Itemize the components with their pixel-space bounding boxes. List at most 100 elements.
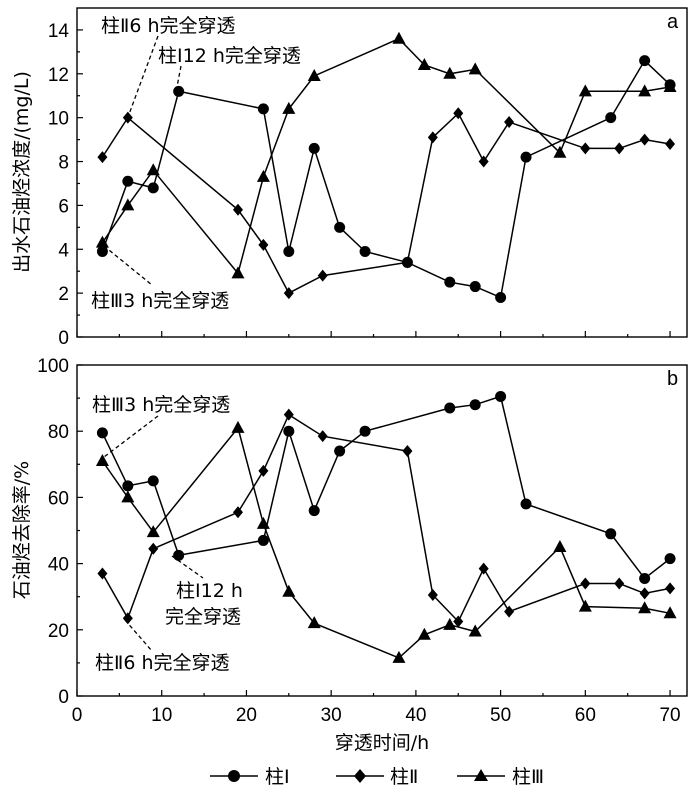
panel-b: b 石油烃去除率/% 穿透时间/h 0 20 40 60 80 100 0 10 20 30 40 5… [11, 356, 688, 754]
panel-b-point-diamond [580, 577, 591, 590]
legend-label-col3: 柱Ⅲ [512, 766, 544, 788]
panel-a-point-circle [605, 112, 617, 124]
panel-b-series [95, 390, 677, 663]
panel-a-point-triangle [663, 79, 677, 92]
panel-b-series-line-2 [101, 413, 671, 623]
panel-b-ytick-label: 0 [58, 687, 69, 708]
panel-a-series-line-3 [101, 37, 671, 276]
panel-a-point-triangle [146, 163, 160, 176]
panel-b-ytick-label: 40 [48, 555, 69, 576]
panel-b-point-triangle [553, 540, 567, 553]
panel-b-xtick-label: 20 [236, 705, 257, 726]
legend-marker-diamond [354, 769, 366, 783]
panel-a-point-triangle [282, 101, 296, 114]
panel-a-point-triangle [578, 84, 592, 97]
panel-b-point-triangle [256, 516, 270, 529]
panel-b-ytick-label: 20 [48, 621, 69, 642]
panel-b-ytick-label: 80 [48, 422, 69, 443]
panel-b-point-circle [605, 528, 617, 540]
panel-a-point-triangle [638, 84, 652, 97]
panel-b-annotation-col1-line1: 柱Ⅰ12 h [176, 580, 243, 602]
panel-a-point-diamond [478, 155, 489, 168]
panel-b-point-triangle [578, 599, 592, 612]
panel-b-ytick-label: 100 [37, 356, 69, 377]
panel-b-point-triangle [231, 420, 245, 433]
panel-b-xtick-label: 60 [575, 705, 596, 726]
panel-a-frame [76, 7, 688, 338]
legend-marker-triangle [474, 769, 488, 781]
panel-a-point-circle [444, 276, 456, 288]
legend-entry-col2: 柱Ⅱ [336, 766, 418, 788]
panel-b-point-diamond [232, 506, 243, 519]
panel-a-series-line-2 [101, 112, 671, 295]
panel-b-point-circle [469, 399, 481, 411]
panel-b-xtick-label: 10 [151, 705, 172, 726]
panel-a-point-triangle [417, 58, 431, 71]
panel-b-point-circle [257, 534, 269, 546]
panel-b-leader-col3 [103, 415, 159, 458]
panel-a-ytick-label: 4 [58, 240, 69, 261]
panel-b-point-triangle [468, 624, 482, 637]
panel-b-point-diamond [148, 542, 159, 555]
panel-a-point-triangle [121, 198, 135, 211]
panel-a-series [95, 31, 677, 304]
panel-a-point-circle [147, 182, 159, 194]
panel-b-ytick-label: 60 [48, 488, 69, 509]
panel-a-point-circle [520, 151, 532, 163]
panel-b-point-triangle [392, 650, 406, 663]
panel-b-point-diamond [258, 464, 269, 477]
panel-b-x-axis-title: 穿透时间/h [335, 732, 429, 754]
panel-b-point-circle [495, 390, 507, 402]
panel-b-point-diamond [317, 430, 328, 443]
panel-b-point-diamond [283, 408, 294, 421]
panel-a-ytick-label: 0 [58, 328, 69, 349]
panel-a-leader-col1 [175, 65, 182, 93]
panel-b-point-circle [308, 505, 320, 517]
legend-label-col2: 柱Ⅱ [390, 766, 418, 788]
panel-a-point-triangle [392, 31, 406, 44]
legend-entry-col1: 柱Ⅰ [210, 766, 290, 788]
panel-a-point-diamond [639, 133, 650, 146]
panel-a-point-diamond [97, 151, 108, 164]
panel-a-point-triangle [443, 66, 457, 79]
panel-b-point-diamond [639, 587, 650, 600]
panel-b-xtick-label: 0 [72, 705, 83, 726]
panel-a-point-diamond [232, 203, 243, 216]
panel-a-point-diamond [665, 137, 676, 150]
panel-b-point-triangle [417, 627, 431, 640]
panel-b-point-circle [147, 475, 159, 487]
panel-a-point-diamond [402, 256, 413, 269]
panel-a-annotation-col1: 柱Ⅰ12 h完全穿透 [158, 45, 301, 67]
panel-b-point-triangle [121, 490, 135, 503]
panel-a-ticks: 0 2 4 6 8 10 12 14 [48, 21, 671, 349]
panel-b-point-circle [639, 572, 651, 584]
panel-b-point-circle [283, 425, 295, 437]
panel-b-xtick-label: 30 [321, 705, 342, 726]
panel-a-point-triangle [553, 145, 567, 158]
panel-b-point-diamond [402, 445, 413, 458]
panel-a-point-diamond [453, 107, 464, 120]
panel-a-point-diamond [258, 238, 269, 251]
panel-b-point-triangle [307, 616, 321, 629]
panel-a-point-circle [334, 221, 346, 233]
panel-b-y-axis-title: 石油烃去除率/% [11, 461, 33, 599]
panel-b-annotation-col1-line2: 完全穿透 [165, 606, 241, 628]
panel-b-point-diamond [453, 615, 464, 628]
panel-b-point-circle [173, 549, 185, 561]
panel-b-point-diamond [504, 605, 515, 618]
panel-b-point-triangle [443, 617, 457, 630]
panel-a-ytick-label: 10 [48, 109, 69, 130]
panel-b-point-triangle [95, 453, 109, 466]
panel-b-point-diamond [427, 589, 438, 602]
panel-a-annotation-col3: 柱Ⅲ3 h完全穿透 [91, 290, 229, 312]
panel-b-ticks: 0 20 40 60 80 100 0 10 20 30 40 50 60 70 [37, 356, 680, 726]
panel-a-point-triangle [468, 62, 482, 75]
legend-label-col1: 柱Ⅰ [265, 766, 290, 788]
panel-a-ytick-label: 2 [58, 284, 69, 305]
panel-b-point-circle [122, 480, 134, 492]
panel-a-point-diamond [317, 269, 328, 282]
panel-a-point-circle [96, 245, 108, 257]
legend-entry-col3: 柱Ⅲ [457, 766, 544, 788]
panel-b-annotation-col3: 柱Ⅲ3 h完全穿透 [92, 394, 230, 416]
